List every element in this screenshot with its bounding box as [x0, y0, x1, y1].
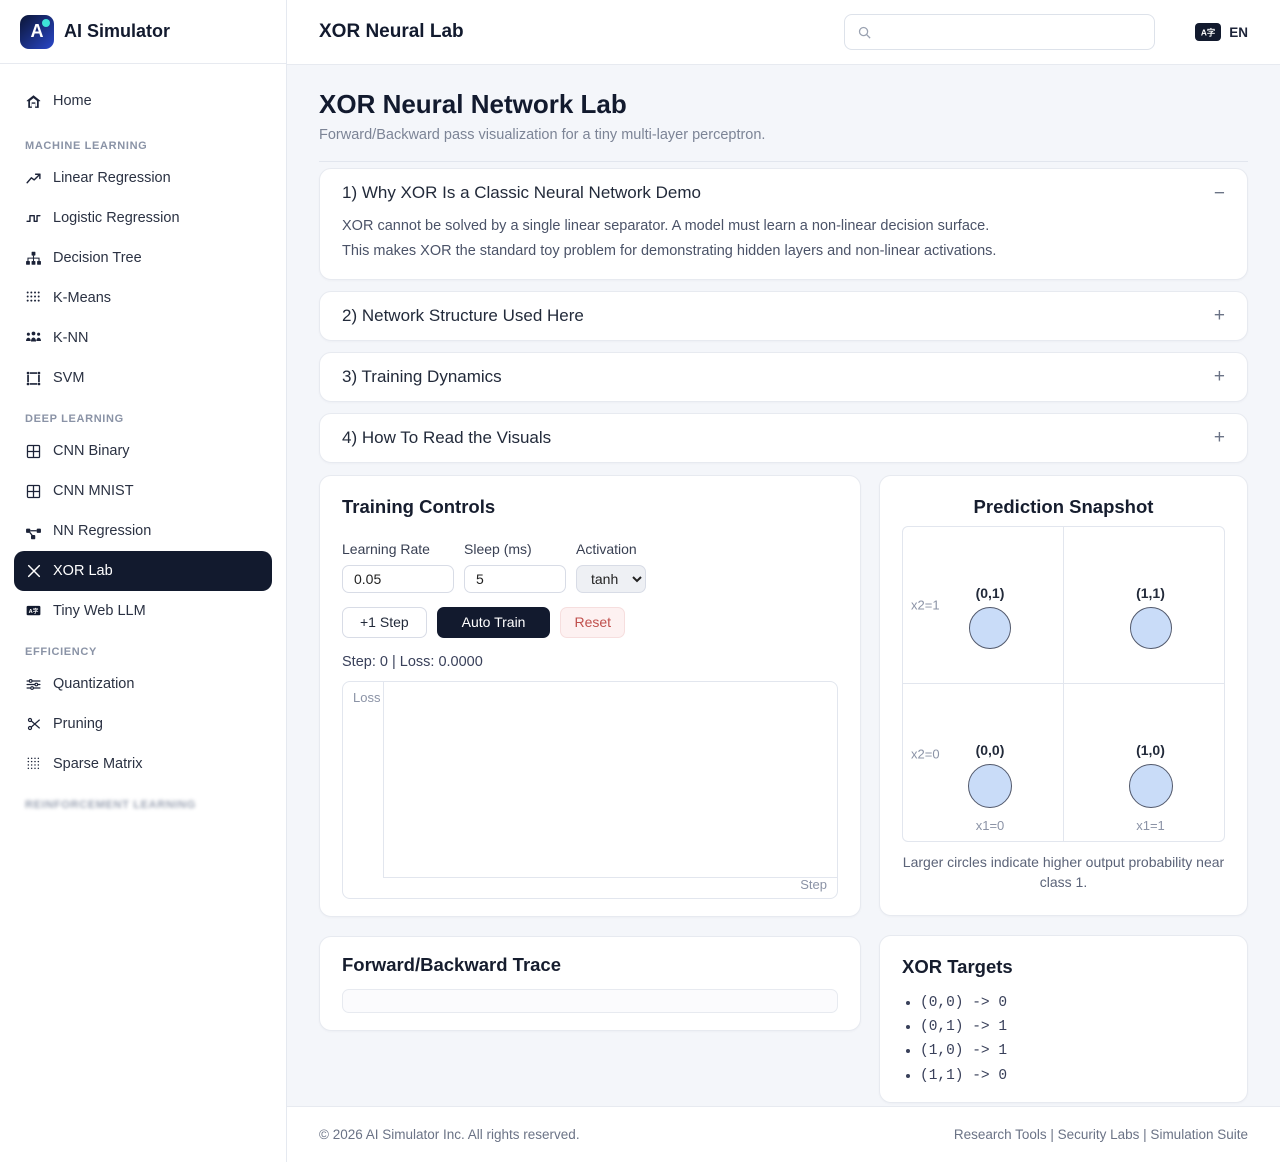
svg-text:A字: A字 [1201, 27, 1215, 37]
